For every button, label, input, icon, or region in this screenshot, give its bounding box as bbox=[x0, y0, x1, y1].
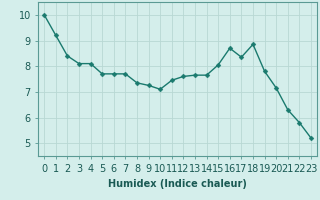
X-axis label: Humidex (Indice chaleur): Humidex (Indice chaleur) bbox=[108, 179, 247, 189]
